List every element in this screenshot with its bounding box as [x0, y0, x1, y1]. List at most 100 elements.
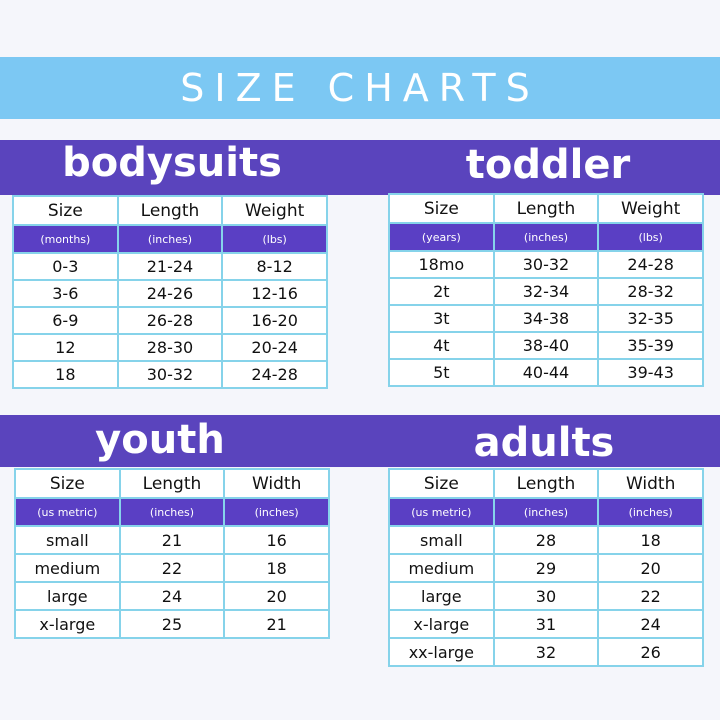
table-cell: 21: [223, 609, 330, 639]
table-cell: 20: [223, 581, 330, 611]
table-cell: large: [14, 581, 121, 611]
table-cell: 40-44: [492, 358, 600, 387]
data-row: x-large 31 24: [388, 609, 704, 639]
table-cell: 12-16: [221, 279, 328, 308]
title-banner: [0, 57, 720, 119]
table-cell: 28-30: [116, 333, 224, 362]
table-cell: (lbs): [221, 224, 328, 254]
header-row: Size Length Width: [388, 468, 704, 499]
table-cell: 20-24: [221, 333, 328, 362]
data-row: 12 28-30 20-24: [12, 333, 328, 362]
table-cell: large: [388, 581, 495, 611]
table-cell: (months): [12, 224, 119, 254]
table-cell: 38-40: [492, 331, 600, 360]
table-cell: x-large: [388, 609, 495, 639]
table-cell: 24-28: [597, 250, 704, 279]
data-row: medium 22 18: [14, 553, 330, 583]
data-row: 2t 32-34 28-32: [388, 277, 704, 306]
table-cell: Length: [492, 468, 600, 499]
table-cell: 34-38: [492, 304, 600, 333]
table-cell: 32-35: [597, 304, 704, 333]
data-row: 18 30-32 24-28: [12, 360, 328, 389]
table-cell: 24-26: [116, 279, 224, 308]
table-cell: 35-39: [597, 331, 704, 360]
table-cell: 30-32: [116, 360, 224, 389]
size-table: Size Length Width (us metric) (inches) (inche…: [388, 468, 704, 667]
size-table: Size Length Width (us metric) (inches) (inche…: [14, 468, 330, 639]
header-row: Size Length Weight: [12, 195, 328, 226]
table-cell: 20: [597, 553, 704, 583]
page-title: SIZE CHARTS: [180, 66, 540, 110]
table-cell: 21-24: [116, 252, 224, 281]
table-cell: 29: [492, 553, 600, 583]
table-cell: small: [388, 525, 495, 555]
table-cell: 18: [12, 360, 119, 389]
table-cell: 24: [597, 609, 704, 639]
table-cell: Size: [12, 195, 119, 226]
data-row: 4t 38-40 35-39: [388, 331, 704, 360]
table-cell: (years): [388, 222, 495, 252]
table-cell: medium: [388, 553, 495, 583]
table-cell: Size: [388, 468, 495, 499]
table-cell: Size: [14, 468, 121, 499]
data-row: 18mo 30-32 24-28: [388, 250, 704, 279]
header-row: Size Length Weight: [388, 193, 704, 224]
data-row: 3-6 24-26 12-16: [12, 279, 328, 308]
units-row: (us metric) (inches) (inches): [388, 497, 704, 527]
table-cell: (us metric): [388, 497, 495, 527]
table-cell: 30: [492, 581, 600, 611]
table-cell: 16: [223, 525, 330, 555]
table-cell: 8-12: [221, 252, 328, 281]
table-cell: 3-6: [12, 279, 119, 308]
table-cell: (inches): [492, 222, 600, 252]
table-cell: 30-32: [492, 250, 600, 279]
section-band: [0, 415, 720, 467]
section-title: youth: [95, 417, 225, 463]
table-cell: Width: [223, 468, 330, 499]
data-row: 0-3 21-24 8-12: [12, 252, 328, 281]
data-row: medium 29 20: [388, 553, 704, 583]
table-cell: (us metric): [14, 497, 121, 527]
table-cell: (inches): [223, 497, 330, 527]
table-cell: 18mo: [388, 250, 495, 279]
table-cell: 25: [118, 609, 226, 639]
table-cell: small: [14, 525, 121, 555]
data-row: xx-large 32 26: [388, 637, 704, 667]
table-cell: 3t: [388, 304, 495, 333]
data-row: large 30 22: [388, 581, 704, 611]
table-cell: medium: [14, 553, 121, 583]
table-cell: 28-32: [597, 277, 704, 306]
data-row: 3t 34-38 32-35: [388, 304, 704, 333]
size-table: Size Length Weight (months) (inches) (lbs) 0-3…: [12, 195, 328, 389]
table-cell: Size: [388, 193, 495, 224]
table-cell: 0-3: [12, 252, 119, 281]
size-table: Size Length Weight (years) (inches) (lbs) 18mo…: [388, 193, 704, 387]
table-cell: 16-20: [221, 306, 328, 335]
section-title: toddler: [465, 142, 631, 188]
table-cell: 26-28: [116, 306, 224, 335]
table-cell: (inches): [492, 497, 600, 527]
table-cell: (lbs): [597, 222, 704, 252]
header-row: Size Length Width: [14, 468, 330, 499]
data-row: 6-9 26-28 16-20: [12, 306, 328, 335]
table-cell: Weight: [597, 193, 704, 224]
table-cell: 39-43: [597, 358, 704, 387]
table-cell: xx-large: [388, 637, 495, 667]
table-cell: 26: [597, 637, 704, 667]
table-cell: Length: [118, 468, 226, 499]
table-cell: 18: [223, 553, 330, 583]
units-row: (months) (inches) (lbs): [12, 224, 328, 254]
table-cell: 28: [492, 525, 600, 555]
table-cell: Weight: [221, 195, 328, 226]
table-cell: 18: [597, 525, 704, 555]
table-cell: (inches): [116, 224, 224, 254]
table-cell: 32-34: [492, 277, 600, 306]
table-cell: 6-9: [12, 306, 119, 335]
table-cell: 32: [492, 637, 600, 667]
units-row: (years) (inches) (lbs): [388, 222, 704, 252]
data-row: 5t 40-44 39-43: [388, 358, 704, 387]
table-cell: 22: [597, 581, 704, 611]
data-row: small 21 16: [14, 525, 330, 555]
table-cell: 4t: [388, 331, 495, 360]
